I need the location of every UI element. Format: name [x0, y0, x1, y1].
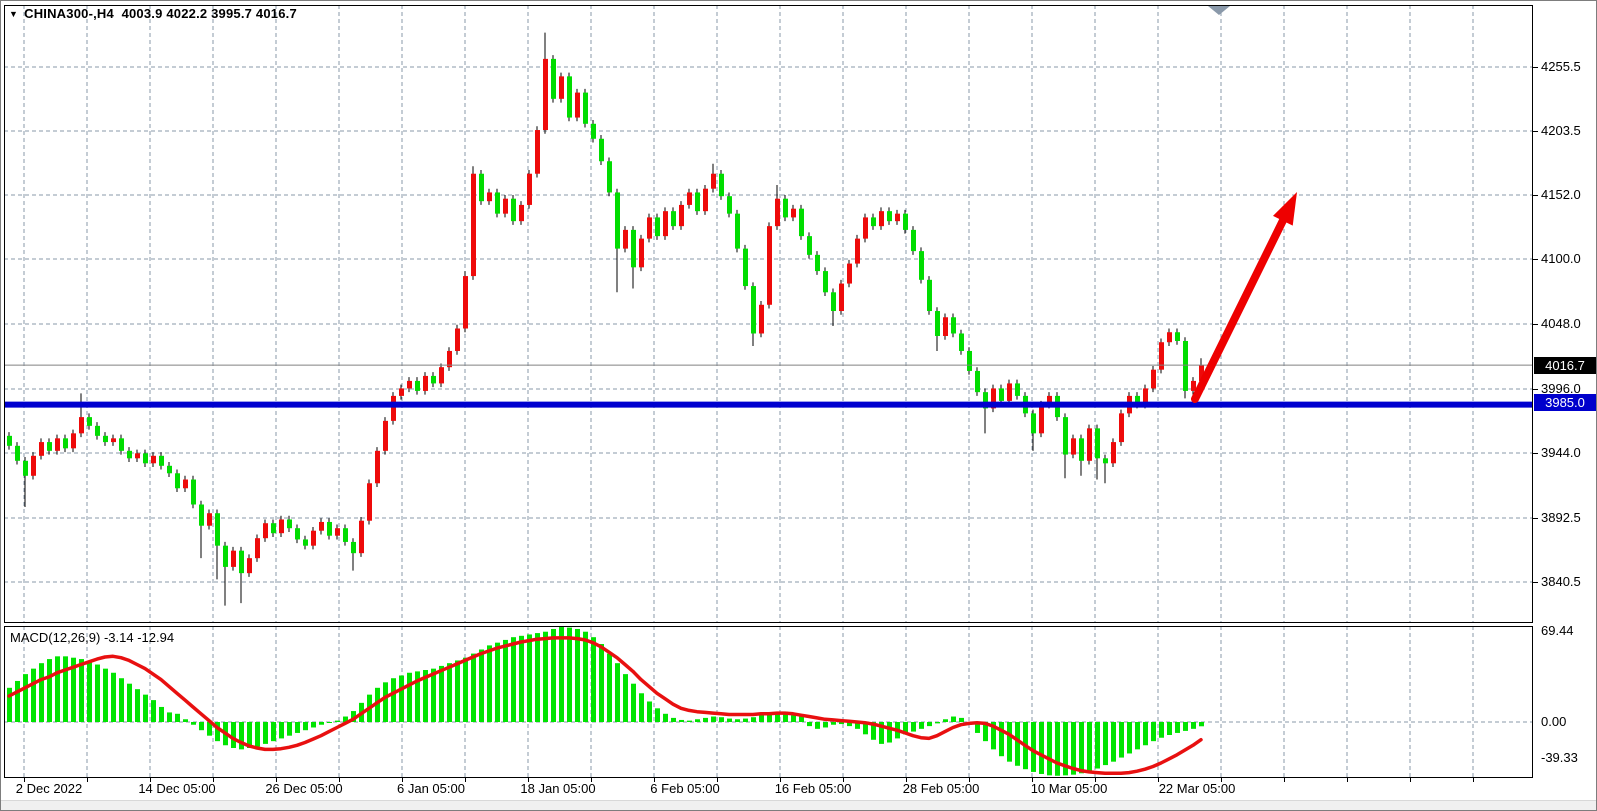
price-tick-mark	[1533, 195, 1538, 196]
time-tick-mark	[276, 778, 277, 782]
time-axis-label: 18 Jan 05:00	[520, 781, 596, 796]
macd-signal-value: -12.94	[137, 630, 175, 645]
time-tick-mark	[717, 778, 718, 782]
time-axis-label: 6 Jan 05:00	[397, 781, 465, 796]
time-tick-mark	[654, 778, 655, 782]
time-tick-mark	[1221, 778, 1222, 782]
time-axis-label: 2 Dec 2022	[15, 781, 83, 796]
title-close-value: 4016.7	[255, 6, 297, 21]
macd-scale-label: 0.00	[1541, 714, 1567, 729]
price-tick-label: 3892.5	[1541, 510, 1581, 525]
level-price-badge: 3985.0	[1534, 394, 1596, 411]
time-tick-mark	[906, 778, 907, 782]
main-chart-pane[interactable]	[4, 5, 1533, 623]
title-high-value: 4022.2	[166, 6, 208, 21]
time-tick-mark	[1032, 778, 1033, 782]
time-tick-mark	[1410, 778, 1411, 782]
title-gap	[114, 6, 122, 21]
time-axis-label: 26 Dec 05:00	[265, 781, 343, 796]
current-price-badge: 4016.7	[1534, 357, 1596, 374]
price-tick-mark	[1533, 67, 1538, 68]
macd-scale-label: 69.44	[1541, 623, 1574, 638]
time-tick-mark	[780, 778, 781, 782]
status-bar	[1, 800, 1596, 810]
time-tick-mark	[150, 778, 151, 782]
time-tick-mark	[465, 778, 466, 782]
time-tick-mark	[969, 778, 970, 782]
macd-indicator-label: MACD(12,26,9) -3.14 -12.94	[10, 630, 174, 645]
time-tick-mark	[591, 778, 592, 782]
price-tick-mark	[1533, 131, 1538, 132]
price-tick-mark	[1533, 518, 1538, 519]
time-tick-mark	[1284, 778, 1285, 782]
time-tick-mark	[1158, 778, 1159, 782]
macd-name: MACD(12,26,9)	[10, 630, 101, 645]
time-tick-mark	[1347, 778, 1348, 782]
time-tick-mark	[24, 778, 25, 782]
time-axis-label: 14 Dec 05:00	[138, 781, 216, 796]
time-tick-mark	[87, 778, 88, 782]
price-tick-label: 3996.0	[1541, 381, 1581, 396]
time-axis-label: 22 Mar 05:00	[1158, 781, 1236, 796]
symbol-period-label: CHINA300-,H4	[24, 6, 114, 21]
time-tick-mark	[528, 778, 529, 782]
price-tick-mark	[1533, 324, 1538, 325]
price-tick-mark	[1533, 389, 1538, 390]
time-axis-label: 10 Mar 05:00	[1030, 781, 1108, 796]
price-tick-label: 4203.5	[1541, 123, 1581, 138]
price-tick-label: 4100.0	[1541, 251, 1581, 266]
time-tick-mark	[843, 778, 844, 782]
macd-scale-label: -39.33	[1541, 750, 1578, 765]
price-tick-label: 3944.0	[1541, 445, 1581, 460]
price-tick-mark	[1533, 582, 1538, 583]
price-tick-label: 4152.0	[1541, 187, 1581, 202]
macd-indicator-pane[interactable]	[4, 626, 1533, 778]
time-tick-mark	[213, 778, 214, 782]
time-tick-mark	[339, 778, 340, 782]
chart-title: ▼ CHINA300-,H4 4003.9 4022.2 3995.7 4016.…	[9, 6, 297, 21]
time-tick-mark	[1473, 778, 1474, 782]
price-tick-label: 4255.5	[1541, 59, 1581, 74]
price-tick-mark	[1533, 453, 1538, 454]
title-low-value: 3995.7	[211, 6, 253, 21]
macd-main-value: -3.14	[103, 630, 134, 645]
time-tick-mark	[1095, 778, 1096, 782]
time-tick-mark	[402, 778, 403, 782]
price-tick-mark	[1533, 259, 1538, 260]
time-axis-label: 28 Feb 05:00	[902, 781, 980, 796]
symbol-dropdown-triangle-icon[interactable]: ▼	[9, 9, 19, 19]
time-axis-label: 16 Feb 05:00	[774, 781, 852, 796]
price-tick-label: 4048.0	[1541, 316, 1581, 331]
title-open-value: 4003.9	[121, 6, 163, 21]
time-axis-label: 6 Feb 05:00	[650, 781, 720, 796]
price-tick-label: 3840.5	[1541, 574, 1581, 589]
